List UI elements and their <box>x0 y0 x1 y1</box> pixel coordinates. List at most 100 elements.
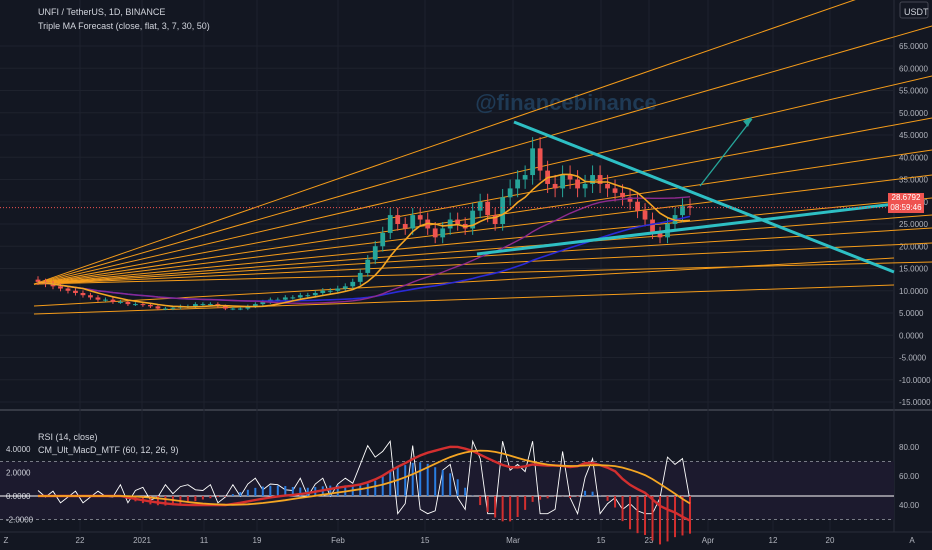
macd-hist-bar <box>591 491 594 496</box>
macd-hist-bar <box>231 494 234 496</box>
macd-hist-bar <box>659 496 662 545</box>
candle-body <box>260 301 266 305</box>
macd-hist-bar <box>501 496 504 522</box>
fan-line <box>33 284 895 315</box>
candle-body <box>402 224 408 229</box>
macd-hist-bar <box>606 496 609 501</box>
candle-body <box>380 232 386 247</box>
macd-tick-label: 4.0000 <box>6 445 31 454</box>
projection-arrowhead <box>743 117 752 127</box>
macd-hist-bar <box>359 485 362 496</box>
time-tick-label: Z <box>4 536 9 545</box>
fan-line <box>33 25 932 285</box>
macd-hist-bar <box>509 496 512 522</box>
candle-body <box>687 206 693 208</box>
candle-body <box>515 179 521 189</box>
price-tick-label: 65.0000 <box>899 42 928 51</box>
fan-line <box>33 117 932 285</box>
macd-hist-bar <box>546 496 549 499</box>
macd-hist-bar <box>239 492 242 496</box>
candle-body <box>455 219 461 224</box>
macd-hist-bar <box>216 496 219 498</box>
candle-body <box>582 183 588 189</box>
candle-body <box>125 301 131 305</box>
macd-hist-bar <box>224 496 227 497</box>
macd-hist-bar <box>374 480 377 496</box>
candle-body <box>650 219 655 233</box>
candle-body <box>530 148 536 176</box>
price-tick-label: -15.0000 <box>899 398 931 407</box>
macd-hist-bar <box>479 496 482 506</box>
candle-body <box>58 286 63 289</box>
candle-body <box>372 246 378 260</box>
currency-box <box>899 1 929 19</box>
time-tick-label: Apr <box>702 536 715 545</box>
symbol-legend[interactable]: UNFI / TetherUS, 1D, BINANCE <box>38 7 166 17</box>
rsi-tick-label: 80.00 <box>899 443 920 452</box>
candle-body <box>95 297 101 300</box>
macd-hist-bar <box>644 496 647 535</box>
price-tick-label: 15.0000 <box>899 265 928 274</box>
candle-body <box>507 188 513 198</box>
candle-body <box>155 306 161 309</box>
candle-body <box>417 215 423 220</box>
time-tick-label: 20 <box>826 536 835 545</box>
candle-body <box>290 297 296 299</box>
macd-hist-bar <box>689 496 691 534</box>
candle-body <box>350 281 356 287</box>
fan-line <box>33 174 932 285</box>
candle-body <box>395 215 401 224</box>
candle-body <box>432 228 438 238</box>
macd-hist-bar <box>486 496 489 513</box>
candle-body <box>222 306 228 309</box>
candle-body <box>192 304 198 307</box>
bar-countdown: 08:59:46 <box>890 203 922 212</box>
time-tick-label: 15 <box>421 536 430 545</box>
macd-hist-bar <box>419 462 422 496</box>
descending-trendline <box>513 120 895 274</box>
macd-hist-bar <box>164 496 167 506</box>
macd-hist-bar <box>411 462 414 496</box>
macd-hist-bar <box>494 496 497 518</box>
candle-body <box>35 279 41 282</box>
candle-body <box>148 304 153 307</box>
macd-hist-bar <box>524 496 527 510</box>
ascending-trendline <box>476 202 895 256</box>
time-tick-label: 23 <box>645 536 654 545</box>
candle-body <box>552 183 558 189</box>
candle-body <box>560 175 565 189</box>
time-tick-label: Mar <box>506 536 520 545</box>
fan-line <box>33 261 932 285</box>
rsi-legend[interactable]: RSI (14, close) <box>38 432 98 442</box>
candle-body <box>657 232 663 238</box>
candle-body <box>275 299 281 301</box>
price-tick-label: 0.0000 <box>899 331 924 340</box>
candle-body <box>282 297 288 300</box>
rsi-line <box>37 439 691 516</box>
candle-body <box>620 192 625 198</box>
macd-hist-bar <box>179 496 182 505</box>
indicator-legend[interactable]: Triple MA Forecast (close, flat, 3, 7, 3… <box>38 21 210 31</box>
candle-body <box>73 290 78 293</box>
price-tick-label: 25.0000 <box>899 220 928 229</box>
current-price-tag: 28.6792 08:59:46 <box>888 193 924 213</box>
price-tick-label: 40.0000 <box>899 153 928 162</box>
candle-body <box>537 148 543 171</box>
candle-body <box>163 308 168 310</box>
candle-body <box>230 308 236 310</box>
macd-hist-bar <box>291 486 294 496</box>
macd-legend[interactable]: CM_Ult_MacD_MTF (60, 12, 26, 9) <box>38 445 179 455</box>
candle-body <box>320 290 326 293</box>
macd-hist-bar <box>539 496 542 500</box>
ma-fast-line <box>37 173 691 308</box>
candle-body <box>627 197 633 202</box>
macd-hist-bar <box>336 485 339 496</box>
macd-hist-bar <box>614 496 617 508</box>
macd-hist-bar <box>516 496 519 518</box>
macd-hist-bar <box>261 486 264 496</box>
candle-body <box>342 286 348 289</box>
candle-body <box>410 215 416 229</box>
macd-hist-bar <box>396 467 399 496</box>
macd-tick-label: -2.0000 <box>6 516 34 525</box>
